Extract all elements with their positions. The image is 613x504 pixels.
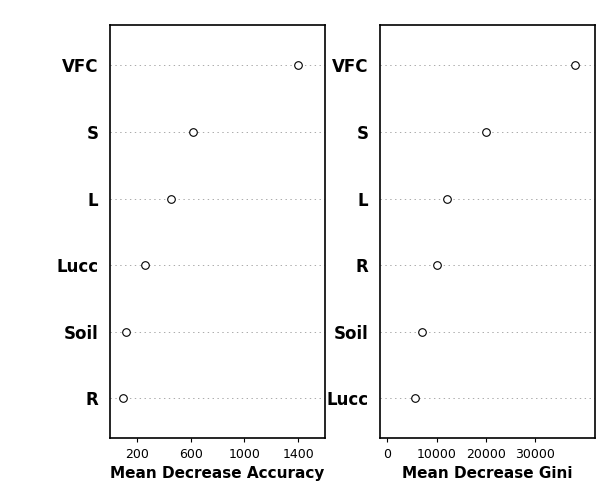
Point [118, 395, 128, 403]
Point [570, 61, 580, 69]
Point [140, 261, 150, 269]
Point [481, 128, 491, 136]
Point [409, 395, 419, 403]
Point [121, 328, 131, 336]
Point [417, 328, 427, 336]
Point [166, 195, 175, 203]
X-axis label: Mean Decrease Accuracy: Mean Decrease Accuracy [110, 466, 325, 481]
Point [432, 261, 442, 269]
Point [293, 61, 303, 69]
Point [189, 128, 199, 136]
Point [442, 195, 452, 203]
X-axis label: Mean Decrease Gini: Mean Decrease Gini [402, 466, 573, 481]
